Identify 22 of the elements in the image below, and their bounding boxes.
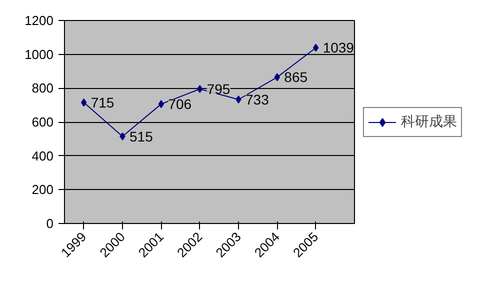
y-tick-label: 200 — [32, 182, 54, 198]
data-label: 706 — [168, 96, 192, 112]
point — [236, 96, 242, 104]
data-label: 865 — [284, 69, 308, 86]
point — [197, 85, 203, 94]
point — [81, 98, 87, 107]
point — [158, 100, 164, 108]
data-label: 795 — [206, 81, 230, 98]
point — [120, 132, 126, 140]
data-label: 715 — [90, 94, 114, 111]
data-label: 515 — [130, 128, 154, 144]
point — [274, 73, 280, 82]
data-label: 733 — [246, 92, 270, 108]
legend-label: 科研成果 — [401, 113, 457, 131]
y-tick-label: 400 — [32, 148, 54, 164]
y-tick-label: 1000 — [24, 46, 54, 62]
y-tick-label: 600 — [32, 114, 54, 130]
y-tick-label: 1200 — [24, 13, 54, 28]
point — [313, 44, 319, 52]
data-label: 1039 — [322, 40, 354, 56]
y-tick-label: 800 — [32, 80, 54, 96]
y-tick-label: 0 — [46, 216, 54, 231]
